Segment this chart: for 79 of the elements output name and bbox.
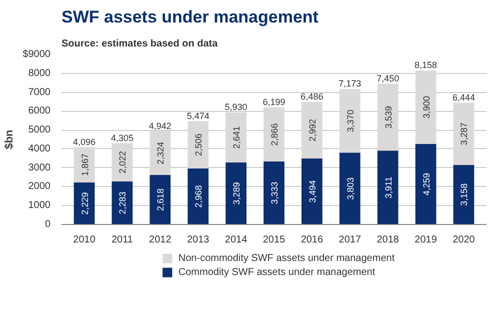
data-label: 3,158 <box>459 183 470 206</box>
data-label: 2,866 <box>270 123 280 146</box>
data-label: 2,992 <box>307 118 318 142</box>
y-tick-label: 1000 <box>28 200 51 212</box>
bar <box>264 107 284 162</box>
y-tick-label: 8000 <box>28 68 51 79</box>
x-tick-label: 2011 <box>111 234 134 246</box>
y-tick-label: 7000 <box>28 86 51 98</box>
y-axis-title: $bn <box>4 129 16 150</box>
bar <box>226 162 246 224</box>
data-label: 2,968 <box>194 185 204 208</box>
data-label: 2,229 <box>80 192 90 215</box>
bar <box>339 152 360 224</box>
bar <box>226 112 246 162</box>
data-label: 3,900 <box>421 96 432 118</box>
bar <box>188 121 209 168</box>
bar <box>415 70 436 144</box>
y-tick-label: 5000 <box>28 124 51 136</box>
total-label: 5,474 <box>186 110 210 121</box>
data-label: 3,370 <box>345 110 356 132</box>
bar <box>112 143 133 182</box>
legend-label: Commodity SWF assets under management <box>178 266 376 278</box>
x-tick-label: 2015 <box>262 234 286 246</box>
x-tick-label: 2017 <box>338 234 362 246</box>
data-label: 2,283 <box>118 192 128 214</box>
data-label: 4,259 <box>421 173 432 196</box>
y-tick-label: 4000 <box>28 143 51 154</box>
bar <box>377 84 398 151</box>
data-label: 2,324 <box>156 142 166 164</box>
data-label: 3,333 <box>270 182 280 204</box>
data-label: 2,506 <box>194 134 204 156</box>
bar <box>150 131 171 176</box>
data-label: 3,287 <box>459 122 470 146</box>
total-label: 4,096 <box>73 136 96 147</box>
total-label: 5,930 <box>224 102 248 112</box>
y-tick-label: 0 <box>44 219 51 230</box>
x-tick-label: 2019 <box>414 234 438 246</box>
x-tick-label: 2010 <box>73 234 96 246</box>
data-label: 3,289 <box>232 182 242 205</box>
y-tick-label: 6000 <box>28 106 51 117</box>
legend-label: Non-commodity SWF assets under management <box>178 252 395 264</box>
bar <box>415 144 436 224</box>
total-label: 4,942 <box>148 120 172 131</box>
bar <box>74 147 95 182</box>
data-label: 2,641 <box>232 126 242 149</box>
total-label: 4,305 <box>110 132 134 143</box>
y-tick-label: $9000 <box>22 49 51 60</box>
total-label: 6,199 <box>262 97 286 108</box>
total-label: 8,158 <box>414 60 438 70</box>
data-label: 3,539 <box>383 106 394 128</box>
data-label: 3,494 <box>307 180 318 203</box>
bar <box>302 102 322 158</box>
data-label: 2,618 <box>156 188 166 212</box>
x-tick-label: 2013 <box>186 234 210 246</box>
total-label: 7,173 <box>338 78 362 89</box>
bar <box>150 175 171 224</box>
bar <box>453 102 474 165</box>
data-label: 3,911 <box>383 176 394 198</box>
data-label: 2,022 <box>118 151 128 174</box>
total-label: 6,486 <box>300 92 324 102</box>
bar <box>264 162 284 224</box>
total-label: 6,444 <box>452 92 475 102</box>
x-tick-label: 2012 <box>149 234 172 246</box>
chart-title: SWF assets under management <box>62 8 319 26</box>
x-tick-label: 2016 <box>300 234 324 246</box>
x-tick-label: 2018 <box>376 234 400 246</box>
data-label: 1,867 <box>80 153 90 176</box>
y-tick-label: 3000 <box>28 162 51 174</box>
y-tick-label: 2000 <box>28 181 51 192</box>
chart-subtitle: Source: estimates based on data <box>62 38 218 50</box>
data-label: 3,803 <box>345 177 356 200</box>
bar <box>377 150 398 224</box>
x-tick-label: 2014 <box>224 234 248 246</box>
bar <box>339 89 360 153</box>
total-label: 7,450 <box>376 74 400 84</box>
bar <box>188 168 209 224</box>
bar <box>302 158 322 224</box>
x-tick-label: 2020 <box>452 234 476 246</box>
bar <box>453 164 474 224</box>
